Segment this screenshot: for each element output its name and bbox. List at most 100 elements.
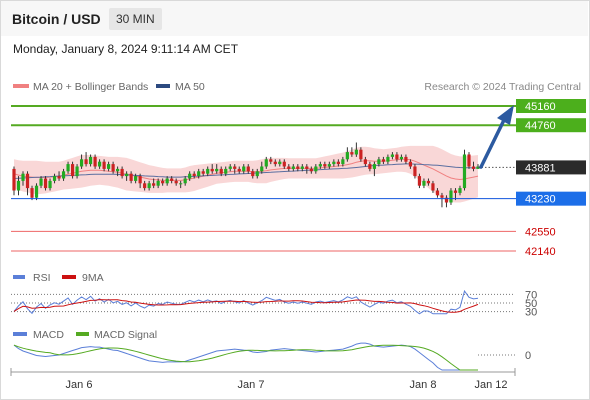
resistance-tag (516, 118, 586, 133)
candle-body (408, 161, 413, 167)
candle-body (255, 171, 259, 177)
candle-body (386, 156, 390, 162)
candle-body (291, 166, 295, 169)
candle-body (323, 164, 327, 167)
macd-signal-legend-swatch (76, 332, 89, 336)
rsi-tick-label: 70 (525, 289, 537, 301)
attribution-text: Research © 2024 Trading Central (424, 81, 581, 93)
candle-body (88, 156, 93, 165)
candle-body (372, 164, 376, 169)
candle-body (413, 166, 417, 177)
candle-body (147, 183, 151, 189)
candle-body (381, 159, 385, 162)
candle-body (282, 161, 286, 167)
pivot-tag (516, 191, 586, 206)
candle-body (449, 190, 453, 203)
candle-body (170, 178, 174, 181)
candle-body (363, 159, 367, 165)
candle-body (422, 180, 426, 186)
timeframe-badge[interactable]: 30 MIN (109, 8, 162, 30)
candle-body (242, 166, 246, 172)
candle-body (273, 161, 277, 165)
candle-body (462, 154, 467, 189)
candle-body (458, 188, 462, 193)
candle-body (174, 180, 178, 184)
price-panel (12, 142, 480, 208)
candle-body (66, 164, 70, 172)
x-tick-label: Jan 8 (410, 379, 437, 391)
candle-body (228, 166, 232, 169)
candle-body (116, 168, 120, 172)
candle-body (52, 176, 57, 181)
candle-body (165, 178, 169, 184)
candle-body (359, 149, 363, 160)
rsi-legend-swatch (13, 275, 25, 279)
candle-body (251, 171, 255, 177)
candle-body (120, 168, 124, 177)
candle-body (440, 195, 444, 198)
candle-body (471, 166, 476, 169)
macd-panel: 0 (13, 342, 531, 371)
candle-body (34, 185, 39, 198)
candle-body (305, 166, 309, 169)
candle-body (431, 183, 435, 191)
candle-body (269, 159, 273, 162)
candle-body (12, 168, 16, 191)
candle-body (287, 166, 291, 169)
candle-body (224, 168, 228, 174)
candle-body (201, 171, 205, 174)
candle-body (390, 154, 395, 157)
rsi-ma-line (13, 299, 479, 313)
target-arrow-shaft (479, 116, 507, 169)
candle-body (453, 190, 458, 193)
candle-body (102, 161, 106, 169)
candle-body (350, 152, 354, 155)
candle-body (264, 159, 268, 167)
current-price-label: 43881 (525, 162, 556, 174)
macd-signal-legend-label: MACD Signal (94, 329, 157, 341)
levels-layer: 45160 44760 43881 43230 42550 42140 (11, 99, 586, 258)
candle-body (129, 173, 133, 181)
bollinger-band (14, 145, 478, 203)
candle-body (39, 178, 43, 186)
rsi-tick-label: 30 (525, 307, 537, 319)
candle-body (327, 164, 331, 167)
macd-tick-label: 0 (525, 350, 531, 362)
candle-body (296, 166, 300, 169)
bb-legend-label: MA 20 + Bollinger Bands (33, 81, 148, 93)
candle-body (183, 178, 187, 184)
resistance-tag (516, 99, 586, 113)
candle-body (314, 166, 318, 172)
header-bar: Bitcoin / USD 30 MIN (1, 1, 588, 36)
macd-legend-swatch (13, 332, 27, 336)
candle-body (125, 173, 129, 177)
candle-body (75, 166, 79, 177)
candle-body (79, 159, 84, 167)
candle-body (404, 156, 408, 162)
bb-legend-swatch (13, 84, 29, 88)
candle-body (206, 168, 210, 174)
candle-body (395, 154, 399, 160)
candle-body (237, 168, 241, 172)
candle-body (57, 176, 61, 179)
candle-body (111, 164, 115, 172)
candle-body (300, 166, 304, 169)
candle-body (399, 156, 404, 160)
candle-body (278, 161, 282, 165)
candle-body (336, 161, 340, 165)
candle-body (467, 154, 471, 167)
candle-body (61, 171, 66, 179)
candle-body (345, 152, 349, 160)
candle-body (93, 156, 97, 167)
candle-body (70, 164, 75, 177)
candle-body (21, 173, 25, 181)
candle-body (219, 168, 223, 174)
candle-body (377, 159, 381, 165)
pivot-label: 43230 (525, 194, 556, 206)
datetime-label: Monday, January 8, 2024 9:11:14 AM CET (13, 42, 239, 56)
candle-body (25, 173, 30, 189)
candle-body (354, 149, 358, 155)
candle-body (417, 176, 422, 186)
candle-body (260, 166, 264, 172)
